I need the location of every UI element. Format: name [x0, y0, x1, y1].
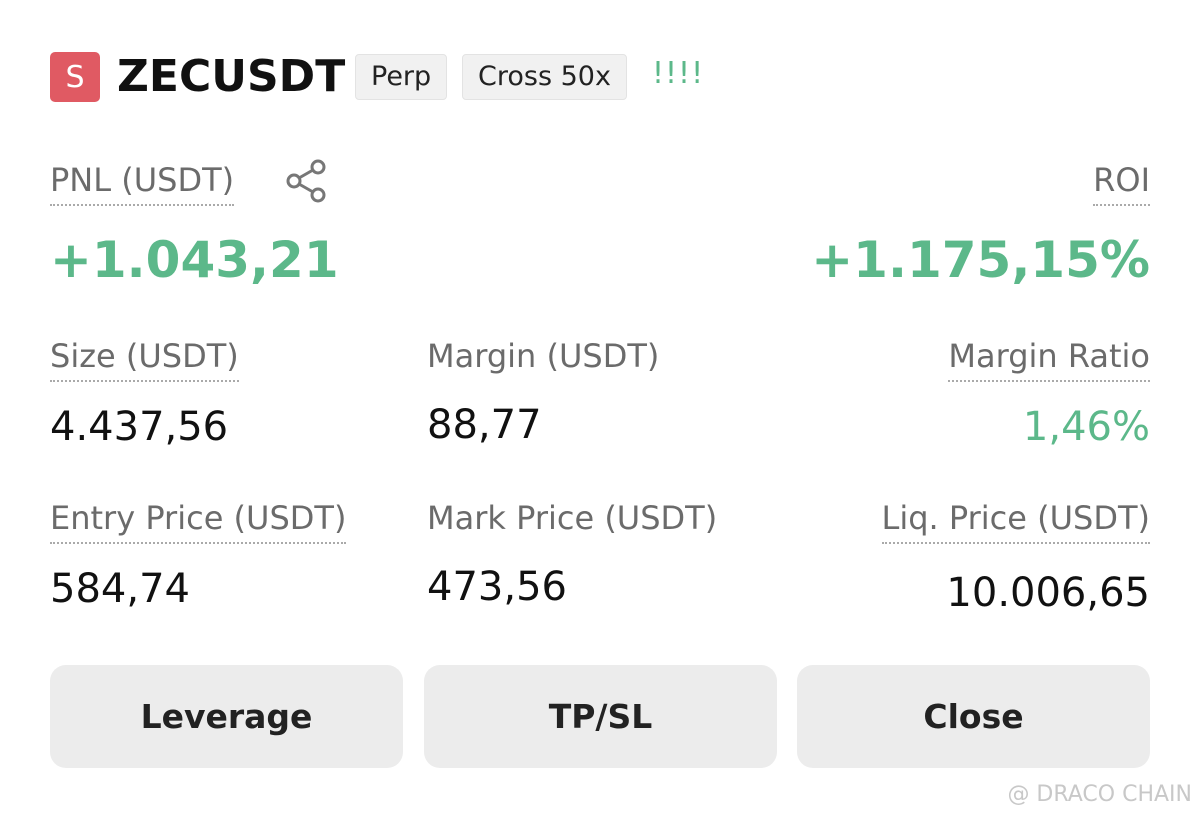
pnl-label: PNL (USDT) — [50, 160, 235, 206]
stat-value: 1,46% — [1022, 404, 1150, 450]
stat-label: Entry Price (USDT) — [50, 498, 347, 544]
tag: Perp — [355, 54, 448, 100]
stat-label: Margin Ratio — [948, 336, 1150, 382]
stat-label: Mark Price (USDT) — [427, 499, 718, 537]
close-button[interactable]: Close — [797, 665, 1150, 768]
indicator: !!!! — [652, 56, 705, 91]
stat-value: 10.006,65 — [946, 570, 1150, 616]
stat-label: Liq. Price (USDT) — [881, 498, 1150, 544]
stat-value: 4.437,56 — [50, 404, 229, 450]
stat-value: 88,77 — [427, 402, 542, 448]
stat-value: 473,56 — [427, 564, 567, 610]
leverage-button[interactable]: Leverage — [50, 665, 403, 768]
roi-label: ROI — [1093, 160, 1150, 206]
stat-label: Size (USDT) — [50, 336, 239, 382]
tpsl-button[interactable]: TP/SL — [424, 665, 777, 768]
roi-value: +1.175,15% — [811, 231, 1150, 289]
symbol-badge: S — [50, 52, 100, 102]
tag: Cross 50x — [462, 54, 627, 100]
symbol: ZECUSDT — [117, 51, 346, 102]
pnl-value: +1.043,21 — [50, 231, 339, 289]
share-icon[interactable] — [284, 158, 330, 204]
stat-value: 584,74 — [50, 566, 190, 612]
watermark: @ DRACO CHAIN — [1007, 782, 1192, 807]
stat-label: Margin (USDT) — [427, 337, 660, 375]
